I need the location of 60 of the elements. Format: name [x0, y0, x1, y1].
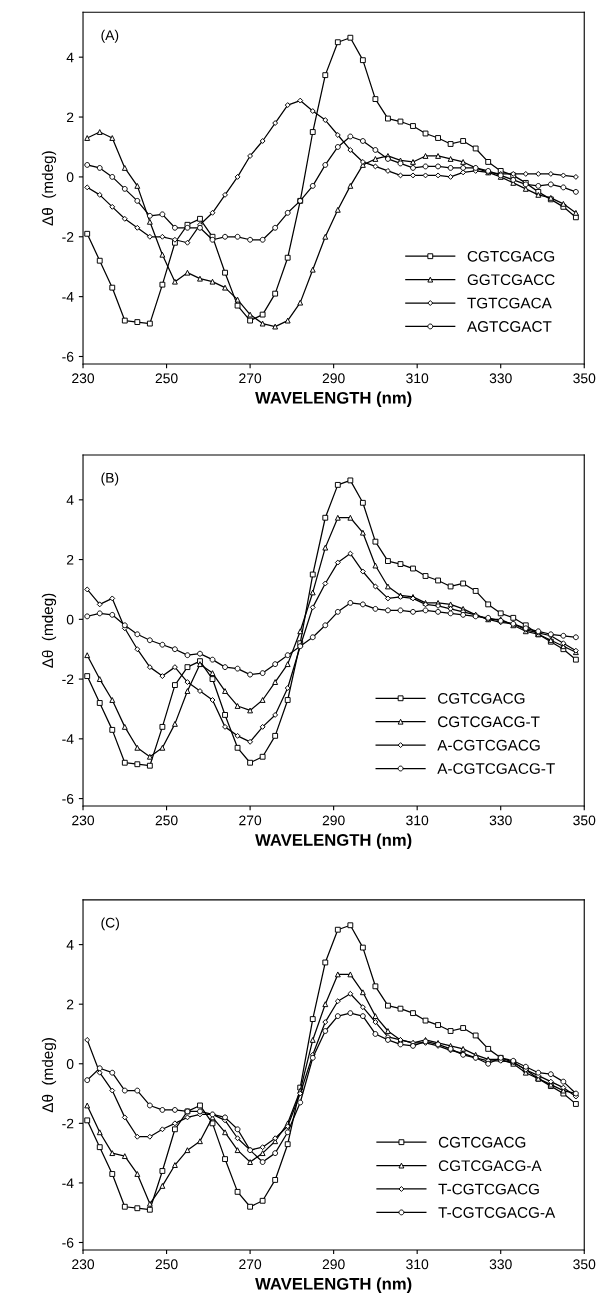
x-tick-label: 230 [72, 815, 95, 826]
y-tick-label: -6 [62, 1237, 74, 1248]
y-tick-label: 4 [66, 940, 74, 950]
x-tick-label: 310 [406, 373, 429, 384]
y-tick-label: 0 [66, 614, 74, 625]
x-tick-label: 350 [573, 815, 596, 826]
x-tick-label: 290 [322, 815, 345, 826]
legend-label: T-CGTCGACG-A [438, 1207, 556, 1218]
y-tick-label: -4 [62, 734, 74, 744]
x-tick-label: 230 [72, 373, 95, 384]
y-tick-label: -2 [62, 674, 74, 685]
y-tick-label: 2 [66, 112, 74, 123]
y-tick-label: -2 [62, 1118, 74, 1129]
y-axis-title: Δθ (mdeg) [41, 1038, 57, 1113]
x-tick-label: 290 [322, 373, 345, 384]
y-axis-title: Δθ (mdeg) [41, 151, 57, 226]
x-tick-label: 330 [489, 373, 512, 384]
legend-label: AGTCGACT [466, 321, 552, 332]
x-tick-label: 270 [239, 373, 262, 384]
legend-label: TGTCGACA [467, 297, 552, 309]
x-tick-label: 310 [406, 815, 429, 826]
x-tick-label: 310 [406, 1259, 429, 1270]
legend-label: CGTCGACG [438, 1136, 526, 1148]
y-tick-label: -4 [62, 292, 74, 302]
y-axis-title: Δθ (mdeg) [41, 593, 57, 668]
x-tick-label: 230 [72, 1259, 95, 1270]
x-tick-label: 350 [573, 1259, 596, 1270]
legend-label: GGTCGACC [467, 274, 555, 286]
x-tick-label: 290 [322, 1259, 345, 1270]
x-axis-title: WAVELENGTH (nm) [255, 833, 412, 850]
x-tick-label: 330 [489, 1259, 512, 1270]
y-tick-label: 2 [66, 999, 74, 1010]
y-tick-label: -2 [62, 232, 74, 242]
annotation: (A) [101, 29, 119, 43]
y-tick-label: 2 [66, 554, 74, 565]
legend-label: CGTCGACG [467, 250, 555, 262]
y-tick-label: 4 [66, 52, 74, 63]
x-tick-label: 250 [155, 1259, 178, 1270]
y-tick-label: 4 [66, 495, 74, 505]
annotation: (C) [101, 917, 119, 931]
legend-label: T-CGTCGACG [438, 1183, 539, 1195]
y-tick-label: 0 [66, 1059, 74, 1069]
x-tick-label: 250 [155, 815, 178, 826]
y-tick-label: -6 [62, 351, 74, 362]
x-tick-label: 250 [155, 373, 178, 384]
x-axis-title: WAVELENGTH (nm) [255, 391, 412, 408]
legend-label: CGTCGACG-A [438, 1160, 542, 1172]
legend-label: CGTCGACG [438, 692, 525, 704]
x-tick-label: 330 [489, 815, 512, 826]
legend-label: A-CGTCGACG-T [437, 763, 555, 775]
x-tick-label: 270 [239, 1259, 262, 1270]
y-tick-label: 0 [66, 172, 74, 183]
x-tick-label: 350 [573, 373, 596, 384]
legend-label: CGTCGACG-T [438, 716, 540, 728]
annotation: (B) [101, 472, 119, 486]
x-tick-label: 270 [239, 815, 262, 826]
y-tick-label: -4 [62, 1178, 74, 1188]
y-tick-label: -6 [62, 793, 74, 804]
legend-label: A-CGTCGACG [437, 739, 540, 751]
x-axis-title: WAVELENGTH (nm) [255, 1277, 412, 1293]
